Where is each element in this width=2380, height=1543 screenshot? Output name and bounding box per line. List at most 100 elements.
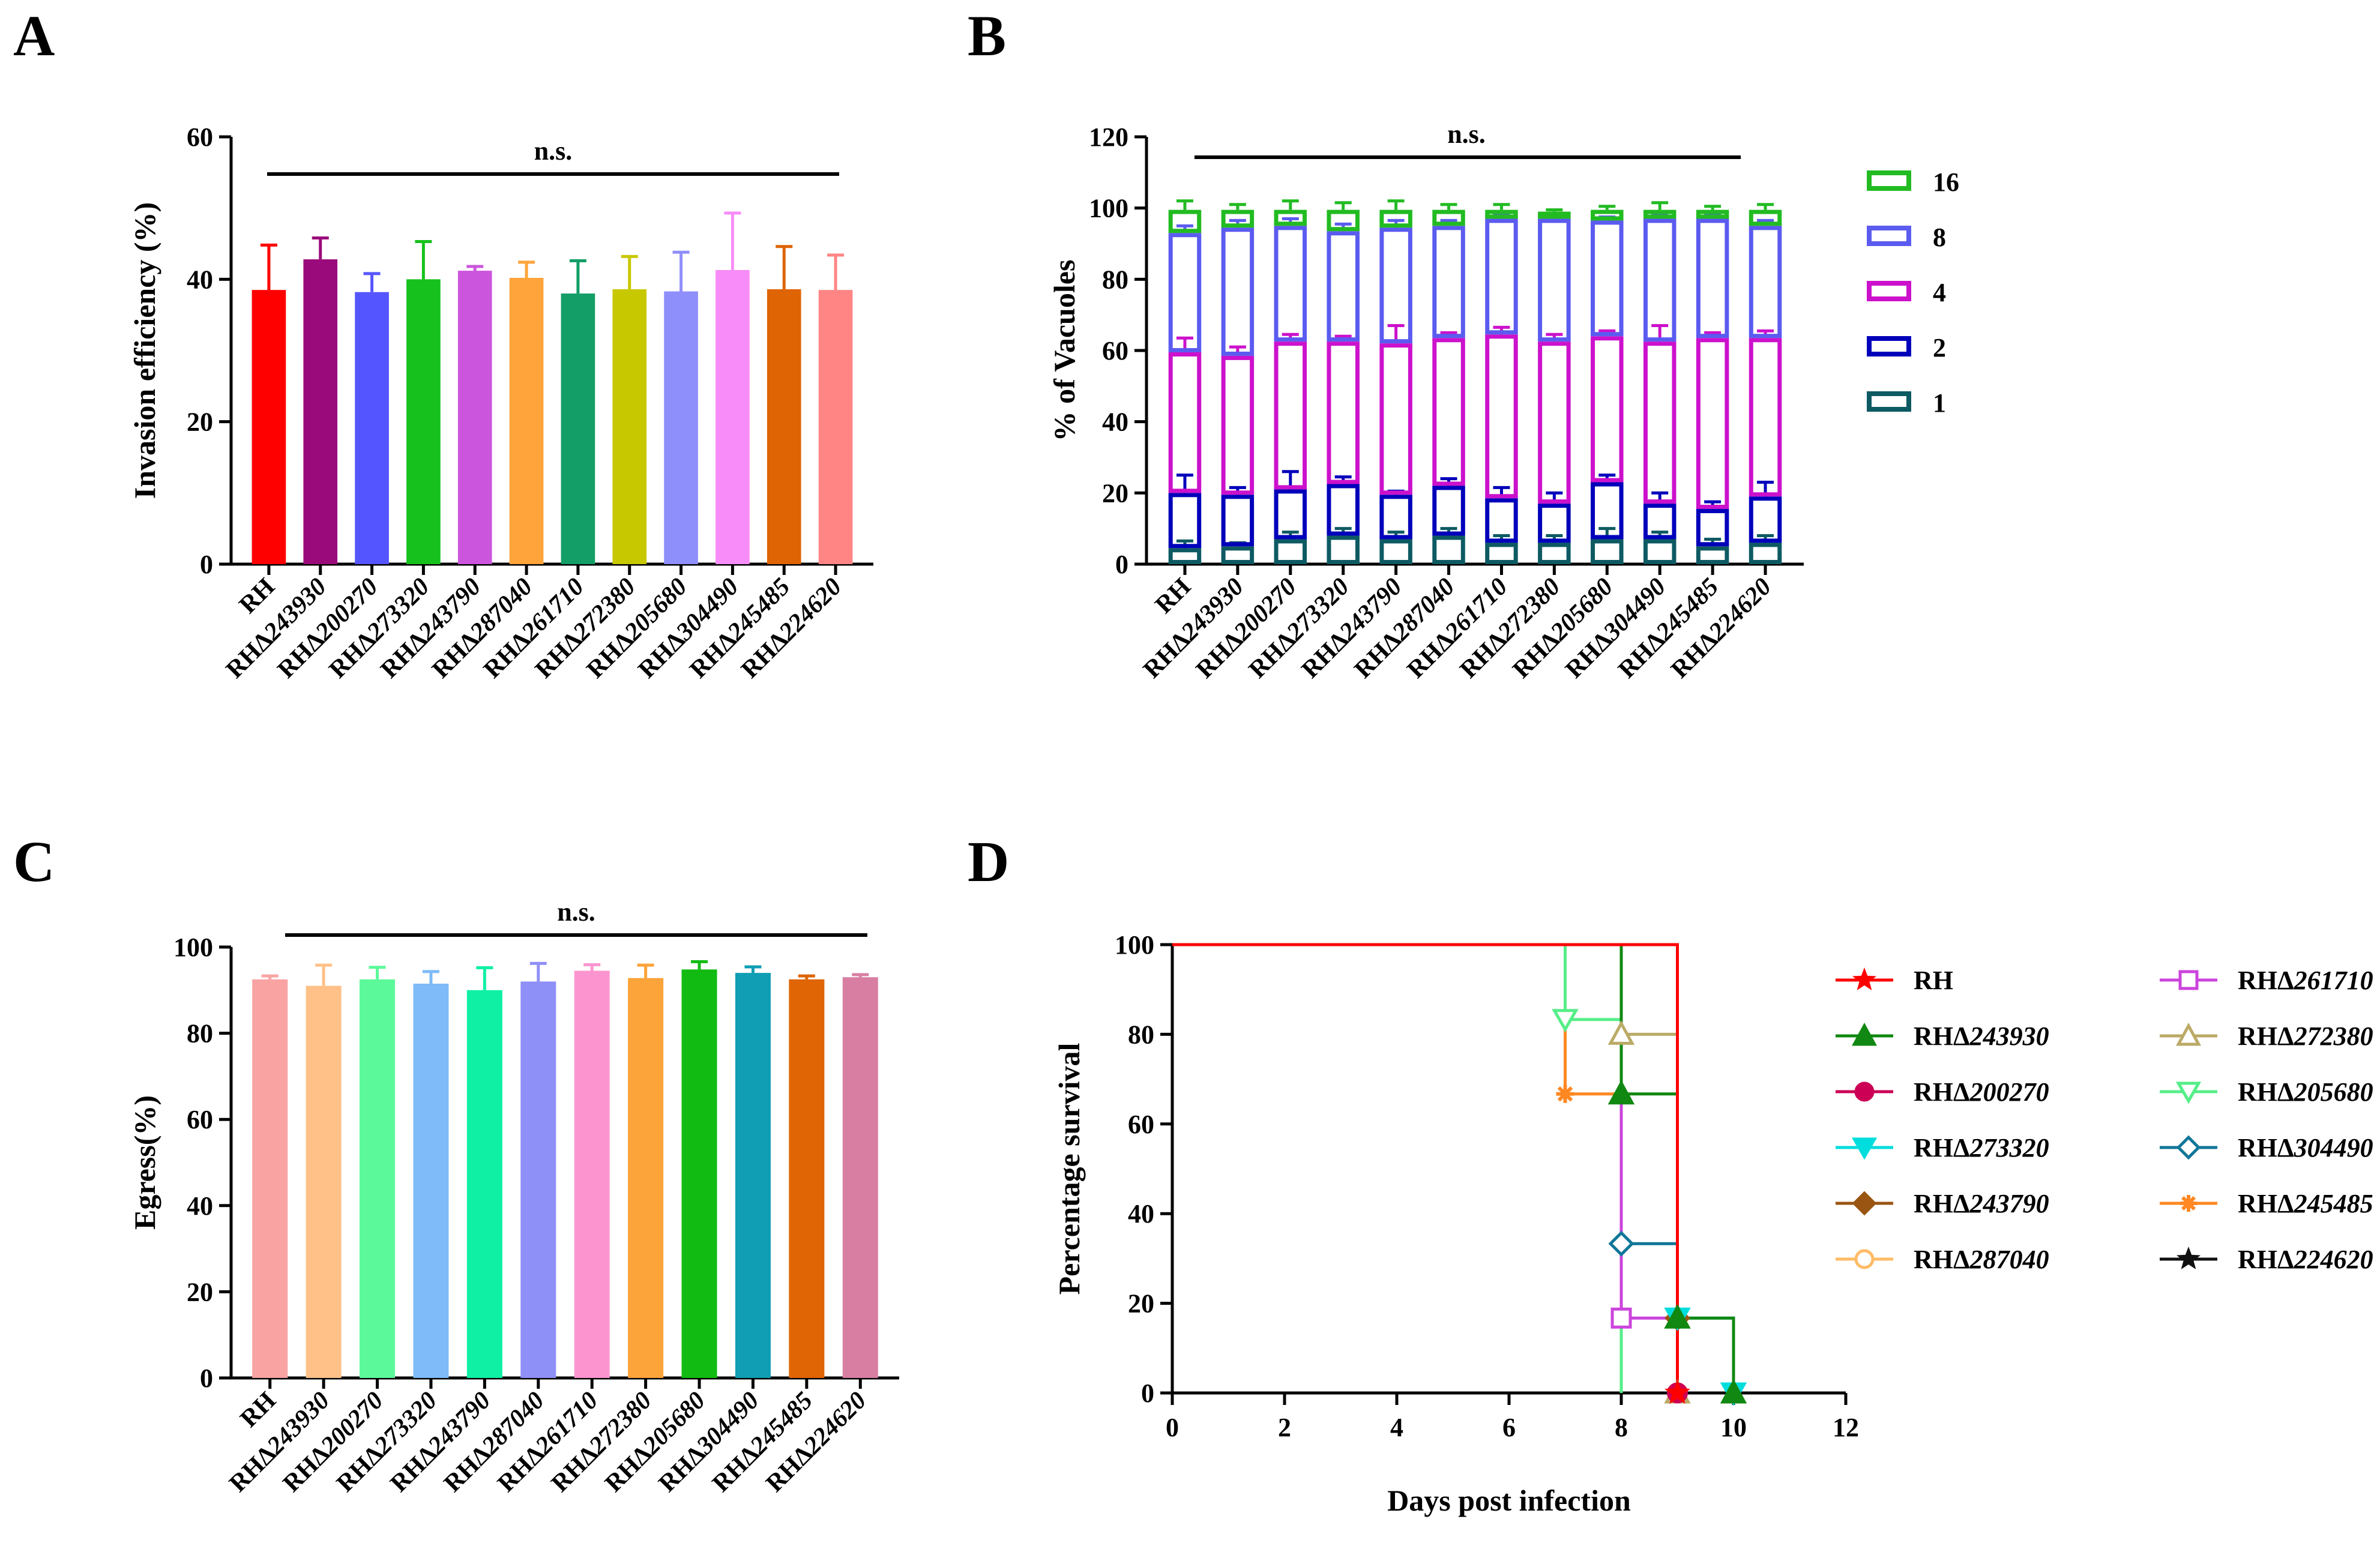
y-tick-label: 60 (187, 122, 213, 152)
asterisk-marker (2181, 1196, 2196, 1211)
bar (681, 969, 717, 1378)
bar (520, 981, 556, 1378)
legend-prefix: RHΔ (1914, 1077, 1970, 1107)
y-tick-label: 0 (200, 1364, 213, 1393)
stacked-segment-8 (1696, 218, 1729, 338)
y-tick-label: 40 (1128, 1199, 1154, 1229)
triangle-marker (1607, 1080, 1635, 1105)
stacked-segment-2 (1379, 495, 1412, 540)
stacked-segment-8 (1274, 226, 1307, 342)
stacked-segment-4 (1221, 355, 1255, 495)
stacked-segment-1 (1591, 539, 1624, 565)
legend-number: 261710 (2294, 966, 2373, 995)
legend-swatch-16 (1867, 170, 1911, 191)
stacked-segment-16 (1274, 209, 1307, 226)
bar (789, 979, 825, 1378)
legend-prefix: RHΔ (1914, 1245, 1970, 1274)
category-prefix: RH (1150, 573, 1196, 619)
y-tick-label: 100 (173, 933, 213, 962)
y-tick-label: 100 (1115, 930, 1154, 960)
stacked-segment-16 (1221, 209, 1255, 228)
survival-line (1172, 943, 1735, 1393)
legend-label-8: 8 (1933, 223, 1946, 252)
y-tick-label: 0 (1141, 1379, 1154, 1408)
legend-prefix: RHΔ (2238, 1245, 2294, 1274)
stacked-segment-1 (1643, 539, 1677, 565)
stacked-segment-16 (1485, 209, 1518, 219)
stacked-segment-4 (1538, 341, 1571, 504)
legend-label: RHΔ261710 (2238, 966, 2373, 995)
stacked-segment-8 (1643, 218, 1677, 342)
y-tick-label: 40 (1102, 408, 1128, 437)
triangle-marker (1720, 1379, 1747, 1404)
y-tick-label: 80 (1128, 1020, 1154, 1049)
y-tick-label: 100 (1089, 194, 1128, 223)
legend-number: 224620 (2294, 1245, 2373, 1274)
stacked-segment-2 (1485, 498, 1518, 543)
x-tick-label: 6 (1502, 1413, 1516, 1442)
diamond-marker (1852, 1191, 1877, 1216)
stacked-segment-2 (1538, 504, 1571, 543)
y-tick-label: 20 (187, 408, 213, 437)
stacked-segment-8 (1168, 233, 1202, 352)
legend-prefix: RHΔ (2238, 1077, 2294, 1107)
y-axis-title: % of Vacuoles (1047, 260, 1081, 442)
stacked-segment-1 (1274, 539, 1307, 565)
survival-line (1172, 943, 1679, 1393)
stacked-segment-16 (1432, 209, 1465, 226)
y-tick-label: 0 (200, 550, 213, 579)
survival-line (1172, 943, 1679, 1393)
significance-label: n.s. (1447, 119, 1486, 149)
panel-letter-a: A (13, 4, 55, 68)
significance-label: n.s. (534, 136, 573, 166)
survival-line (1172, 943, 1735, 1393)
legend-label-2: 2 (1933, 333, 1946, 362)
asterisk-marker (1557, 1086, 1573, 1102)
stacked-segment-4 (1485, 334, 1518, 499)
legend-prefix: RHΔ (2238, 1133, 2294, 1163)
stacked-segment-2 (1749, 496, 1782, 543)
bar (767, 289, 801, 564)
stacked-segment-2 (1221, 495, 1255, 547)
stacked-segment-8 (1485, 218, 1518, 335)
stacked-segment-16 (1591, 209, 1624, 221)
bar (303, 259, 338, 564)
legend-label: RHΔ243930 (1914, 1021, 2049, 1051)
x-tick-label: 12 (1833, 1413, 1859, 1442)
y-axis-title: Invasion efficiency (%) (128, 202, 161, 499)
stacked-segment-2 (1168, 493, 1202, 549)
significance-label: n.s. (557, 897, 595, 927)
legend-prefix: RHΔ (2238, 1189, 2294, 1218)
legend-number: 245485 (2294, 1189, 2373, 1218)
legend-number: 272380 (2294, 1021, 2373, 1051)
y-tick-label: 60 (1102, 336, 1128, 365)
bar (574, 970, 610, 1378)
stacked-segment-1 (1485, 543, 1518, 565)
stacked-segment-1 (1327, 535, 1360, 564)
bar (252, 979, 288, 1378)
stacked-segment-8 (1221, 227, 1255, 356)
triangle-open-marker (1607, 1020, 1635, 1045)
square-open-marker (2178, 970, 2199, 990)
stacked-segment-1 (1221, 546, 1255, 564)
stacked-segment-2 (1591, 482, 1624, 540)
legend-swatch-1 (1867, 391, 1911, 412)
bar (735, 973, 771, 1378)
bar (509, 277, 544, 564)
bar (628, 978, 664, 1378)
y-tick-label: 120 (1089, 122, 1128, 152)
stacked-segment-4 (1432, 338, 1465, 486)
stacked-segment-16 (1379, 209, 1412, 228)
legend-label: RHΔ243790 (1914, 1189, 2049, 1218)
stacked-segment-2 (1643, 504, 1677, 540)
panel-c-chart: 020406080100Egress(%)RHRHΔ243930RHΔ20027… (128, 897, 899, 1497)
y-axis-title: Egress(%) (128, 1095, 161, 1230)
triangle-down-open-marker (2175, 1081, 2202, 1104)
legend-label: RHΔ224620 (2238, 1245, 2373, 1274)
stacked-segment-4 (1696, 338, 1729, 510)
stacked-segment-2 (1274, 489, 1307, 540)
triangle-down-open-marker (1552, 1009, 1579, 1033)
